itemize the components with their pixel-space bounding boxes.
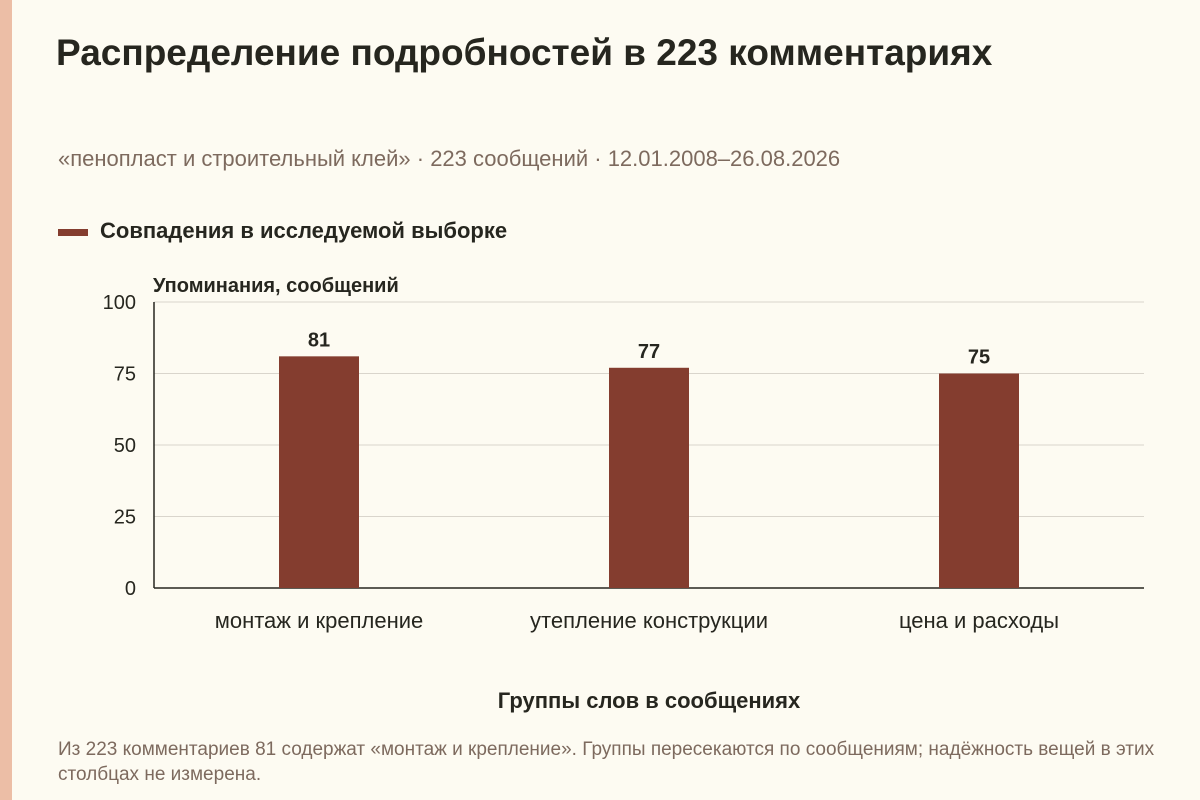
bars (279, 356, 1019, 588)
x-tick-label: монтаж и крепление (215, 608, 424, 633)
y-tick-label: 75 (114, 364, 136, 386)
x-axis-label: Группы слов в сообщениях (498, 688, 801, 713)
y-tick-label: 100 (103, 292, 136, 314)
y-tick-label: 50 (114, 435, 136, 457)
y-axis-label: Упоминания, сообщений (153, 275, 399, 297)
legend: Совпадения в исследуемой выборке (58, 218, 507, 244)
data-labels: 81 77 75 (308, 329, 990, 368)
bar-value-label: 77 (638, 341, 660, 363)
chart-subtitle: «пенопласт и строительный клей» · 223 со… (58, 146, 841, 171)
legend-swatch (58, 228, 88, 236)
bar (279, 356, 359, 588)
x-axis-ticks: монтаж и крепление утепление конструкции ц… (215, 608, 1059, 633)
y-tick-label: 25 (114, 507, 136, 529)
bar-value-label: 75 (968, 347, 990, 369)
y-axis-ticks: 0 25 50 75 100 (103, 292, 136, 600)
x-tick-label: цена и расходы (899, 608, 1059, 633)
bar (609, 367, 689, 588)
x-tick-label: утепление конструкции (530, 608, 768, 633)
chart-title: Распределение подробностей в 223 коммент… (56, 32, 993, 73)
legend-label: Совпадения в исследуемой выборке (100, 218, 508, 243)
bar-value-label: 81 (308, 329, 330, 351)
bar (939, 373, 1019, 588)
y-tick-label: 0 (125, 578, 136, 600)
side-accent-stripe (0, 0, 12, 800)
footnote: Из 223 комментариев 81 содержат «монтаж … (58, 739, 1155, 785)
